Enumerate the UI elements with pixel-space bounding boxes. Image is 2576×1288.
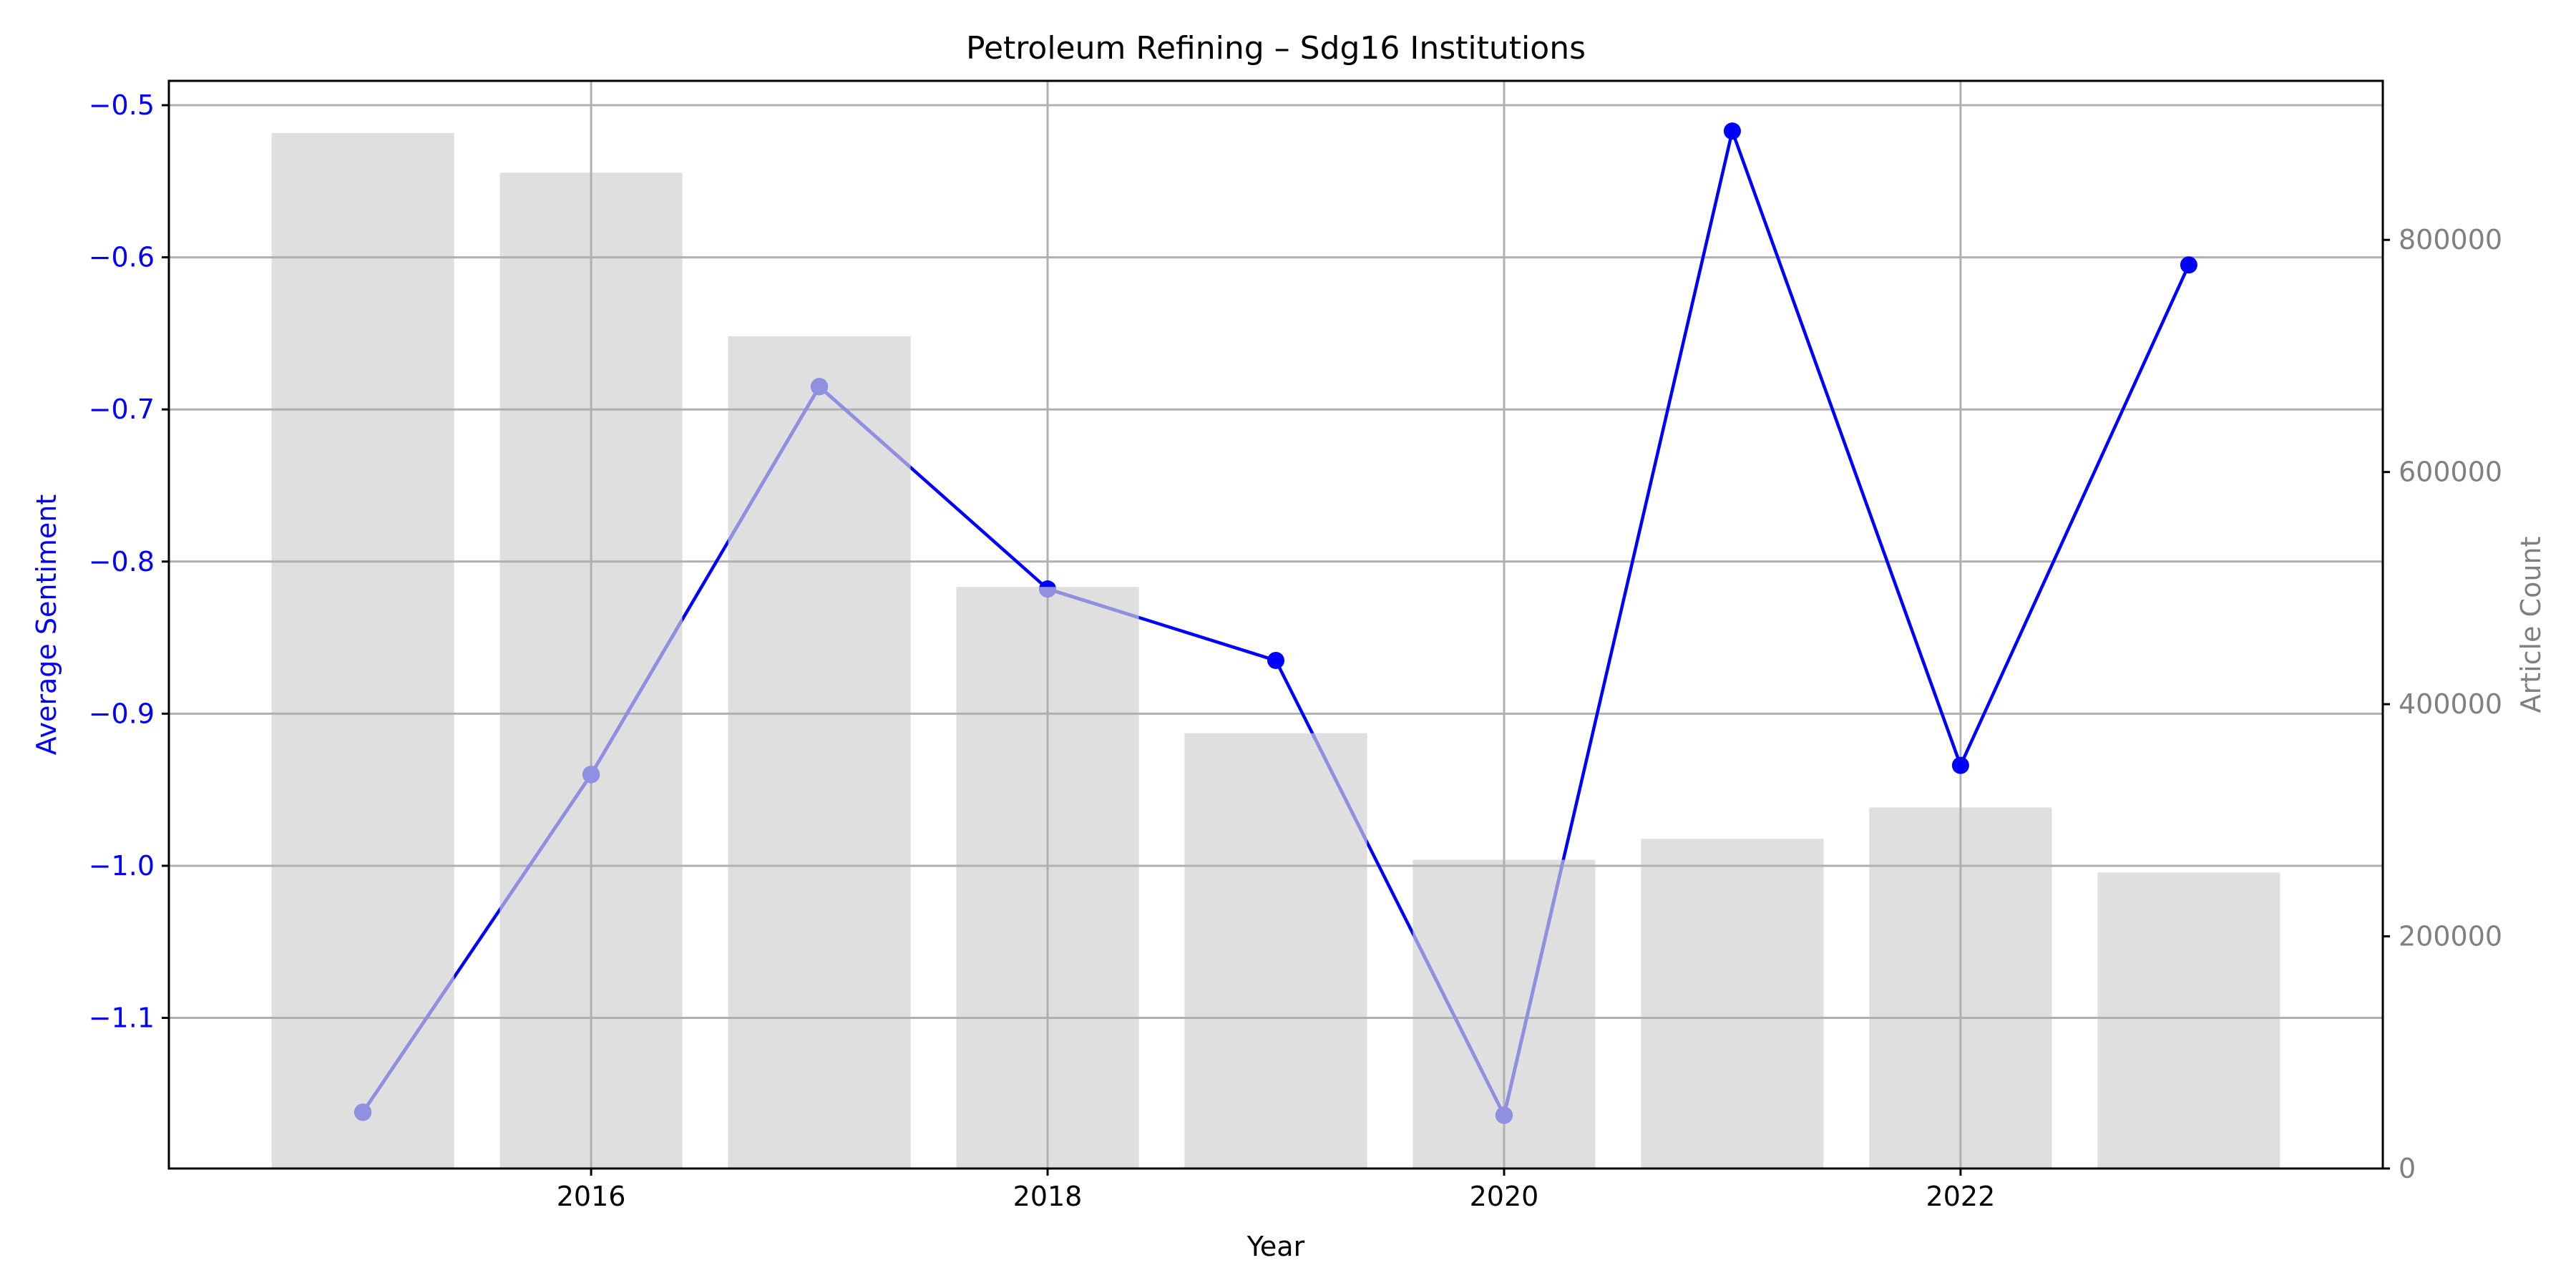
sentiment-point-faded bbox=[582, 766, 600, 784]
sentiment-point bbox=[1951, 756, 1969, 774]
bar bbox=[1641, 839, 1824, 1169]
bar bbox=[271, 132, 454, 1169]
left-axis-label: Average Sentiment bbox=[31, 494, 62, 756]
left-axis-ticks: −0.5 −0.6 −0.7 −0.8 −0.9 −1.0 −1.1 bbox=[89, 89, 169, 1034]
right-tick-label: 0 bbox=[2399, 1153, 2416, 1184]
bar bbox=[1184, 733, 1367, 1169]
left-tick-label: −0.5 bbox=[89, 89, 155, 121]
x-tick-label: 2016 bbox=[557, 1181, 626, 1212]
left-tick-label: −1.1 bbox=[89, 1002, 155, 1034]
sentiment-point-faded bbox=[1495, 1106, 1513, 1124]
x-tick-label: 2022 bbox=[1926, 1181, 1996, 1212]
x-tick-label: 2018 bbox=[1013, 1181, 1083, 1212]
right-tick-label: 600000 bbox=[2399, 457, 2502, 488]
grid-lines bbox=[169, 81, 2383, 1169]
bar bbox=[728, 336, 911, 1169]
x-tick-label: 2020 bbox=[1470, 1181, 1539, 1212]
sentiment-point bbox=[2180, 256, 2197, 274]
right-tick-label: 200000 bbox=[2399, 921, 2502, 952]
chart-title: Petroleum Refining – Sdg16 Institutions bbox=[966, 30, 1586, 67]
x-axis-label: Year bbox=[1246, 1231, 1305, 1262]
left-tick-label: −0.7 bbox=[89, 394, 155, 425]
right-tick-label: 800000 bbox=[2399, 224, 2502, 255]
sentiment-point-faded bbox=[811, 378, 829, 396]
line-series bbox=[354, 122, 2197, 1124]
sentiment-point-faded bbox=[354, 1103, 372, 1121]
left-tick-label: −0.9 bbox=[89, 698, 155, 729]
x-axis-ticks: 2016 2018 2020 2022 bbox=[557, 1169, 1996, 1212]
left-tick-label: −0.6 bbox=[89, 242, 155, 273]
sentiment-point bbox=[1267, 651, 1284, 669]
right-axis-label: Article Count bbox=[2515, 537, 2547, 713]
right-tick-label: 400000 bbox=[2399, 688, 2502, 720]
left-tick-label: −0.8 bbox=[89, 546, 155, 577]
left-tick-label: −1.0 bbox=[89, 850, 155, 882]
right-axis-ticks: 0 200000 400000 600000 800000 bbox=[2383, 224, 2502, 1184]
bar bbox=[2097, 872, 2280, 1169]
sentiment-point bbox=[1723, 122, 1741, 140]
plot-frame bbox=[167, 79, 2384, 1170]
